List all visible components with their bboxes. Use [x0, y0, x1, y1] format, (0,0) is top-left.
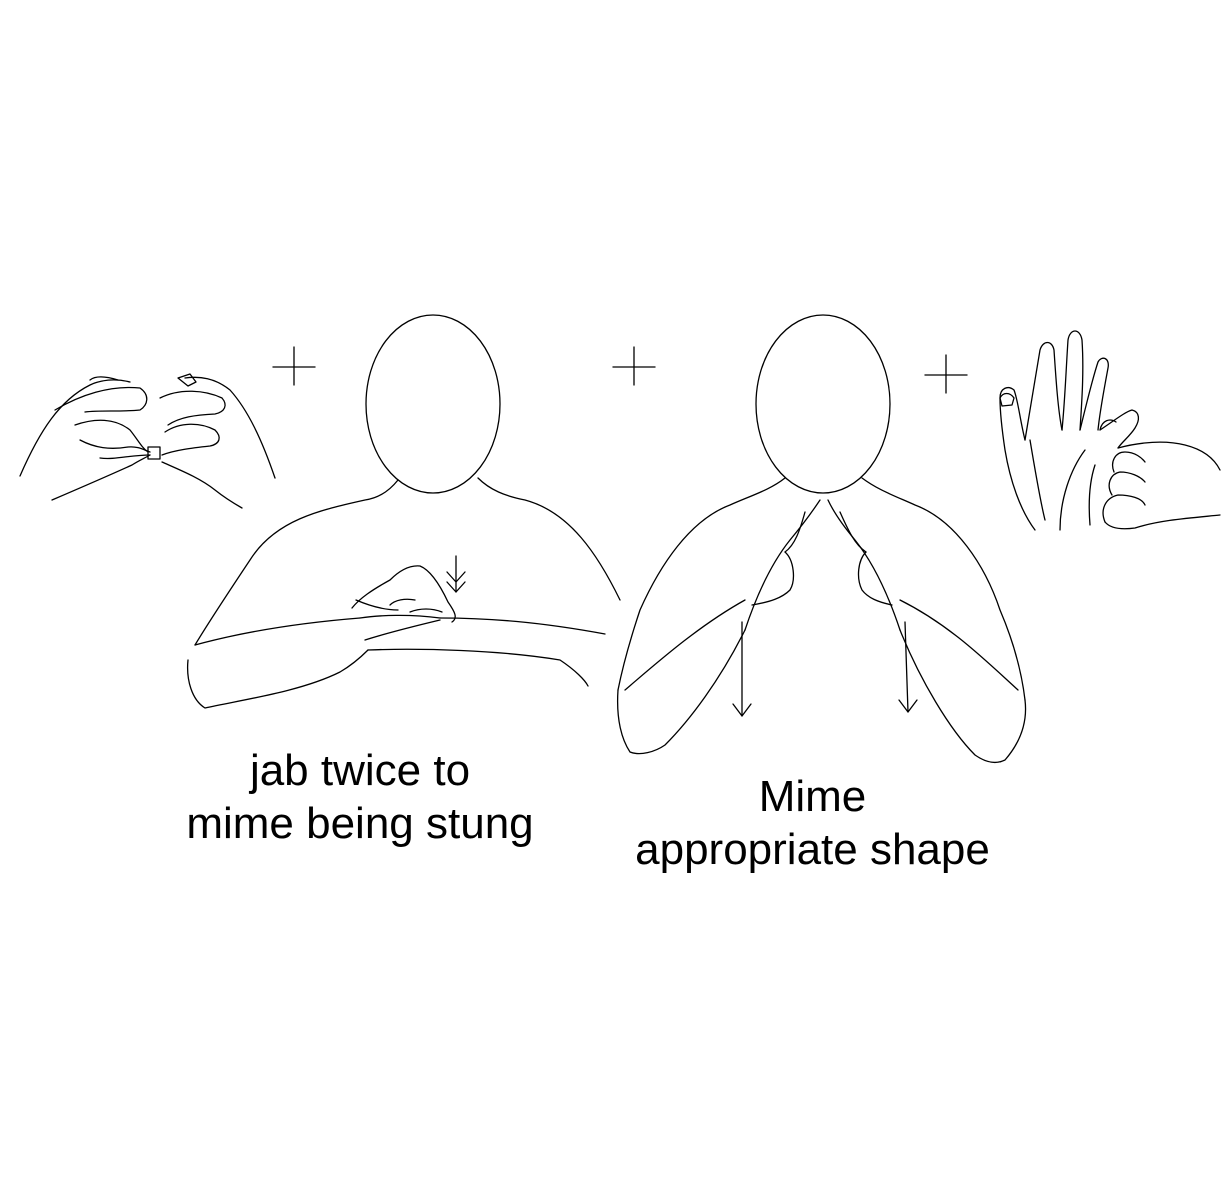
caption-line: appropriate shape — [635, 825, 990, 874]
open-hand-illustration — [999, 330, 1221, 531]
down-arrow-icon — [732, 621, 752, 717]
person-figure-shape — [616, 314, 1027, 764]
down-arrow-icon — [898, 621, 918, 713]
caption-line: Mime — [758, 772, 867, 821]
plus-symbol — [924, 354, 968, 394]
plus-symbol — [272, 346, 316, 386]
caption-mime-shape: Mime appropriate shape — [605, 770, 1020, 876]
caption-line: mime being stung — [186, 799, 534, 848]
caption-jab: jab twice to mime being stung — [160, 744, 560, 850]
person-figure-jab — [186, 314, 621, 709]
caption-line: jab twice to — [249, 746, 471, 795]
plus-symbol — [612, 346, 656, 386]
double-down-arrow-icon — [446, 555, 466, 593]
pinching-hands-illustration — [19, 373, 276, 509]
